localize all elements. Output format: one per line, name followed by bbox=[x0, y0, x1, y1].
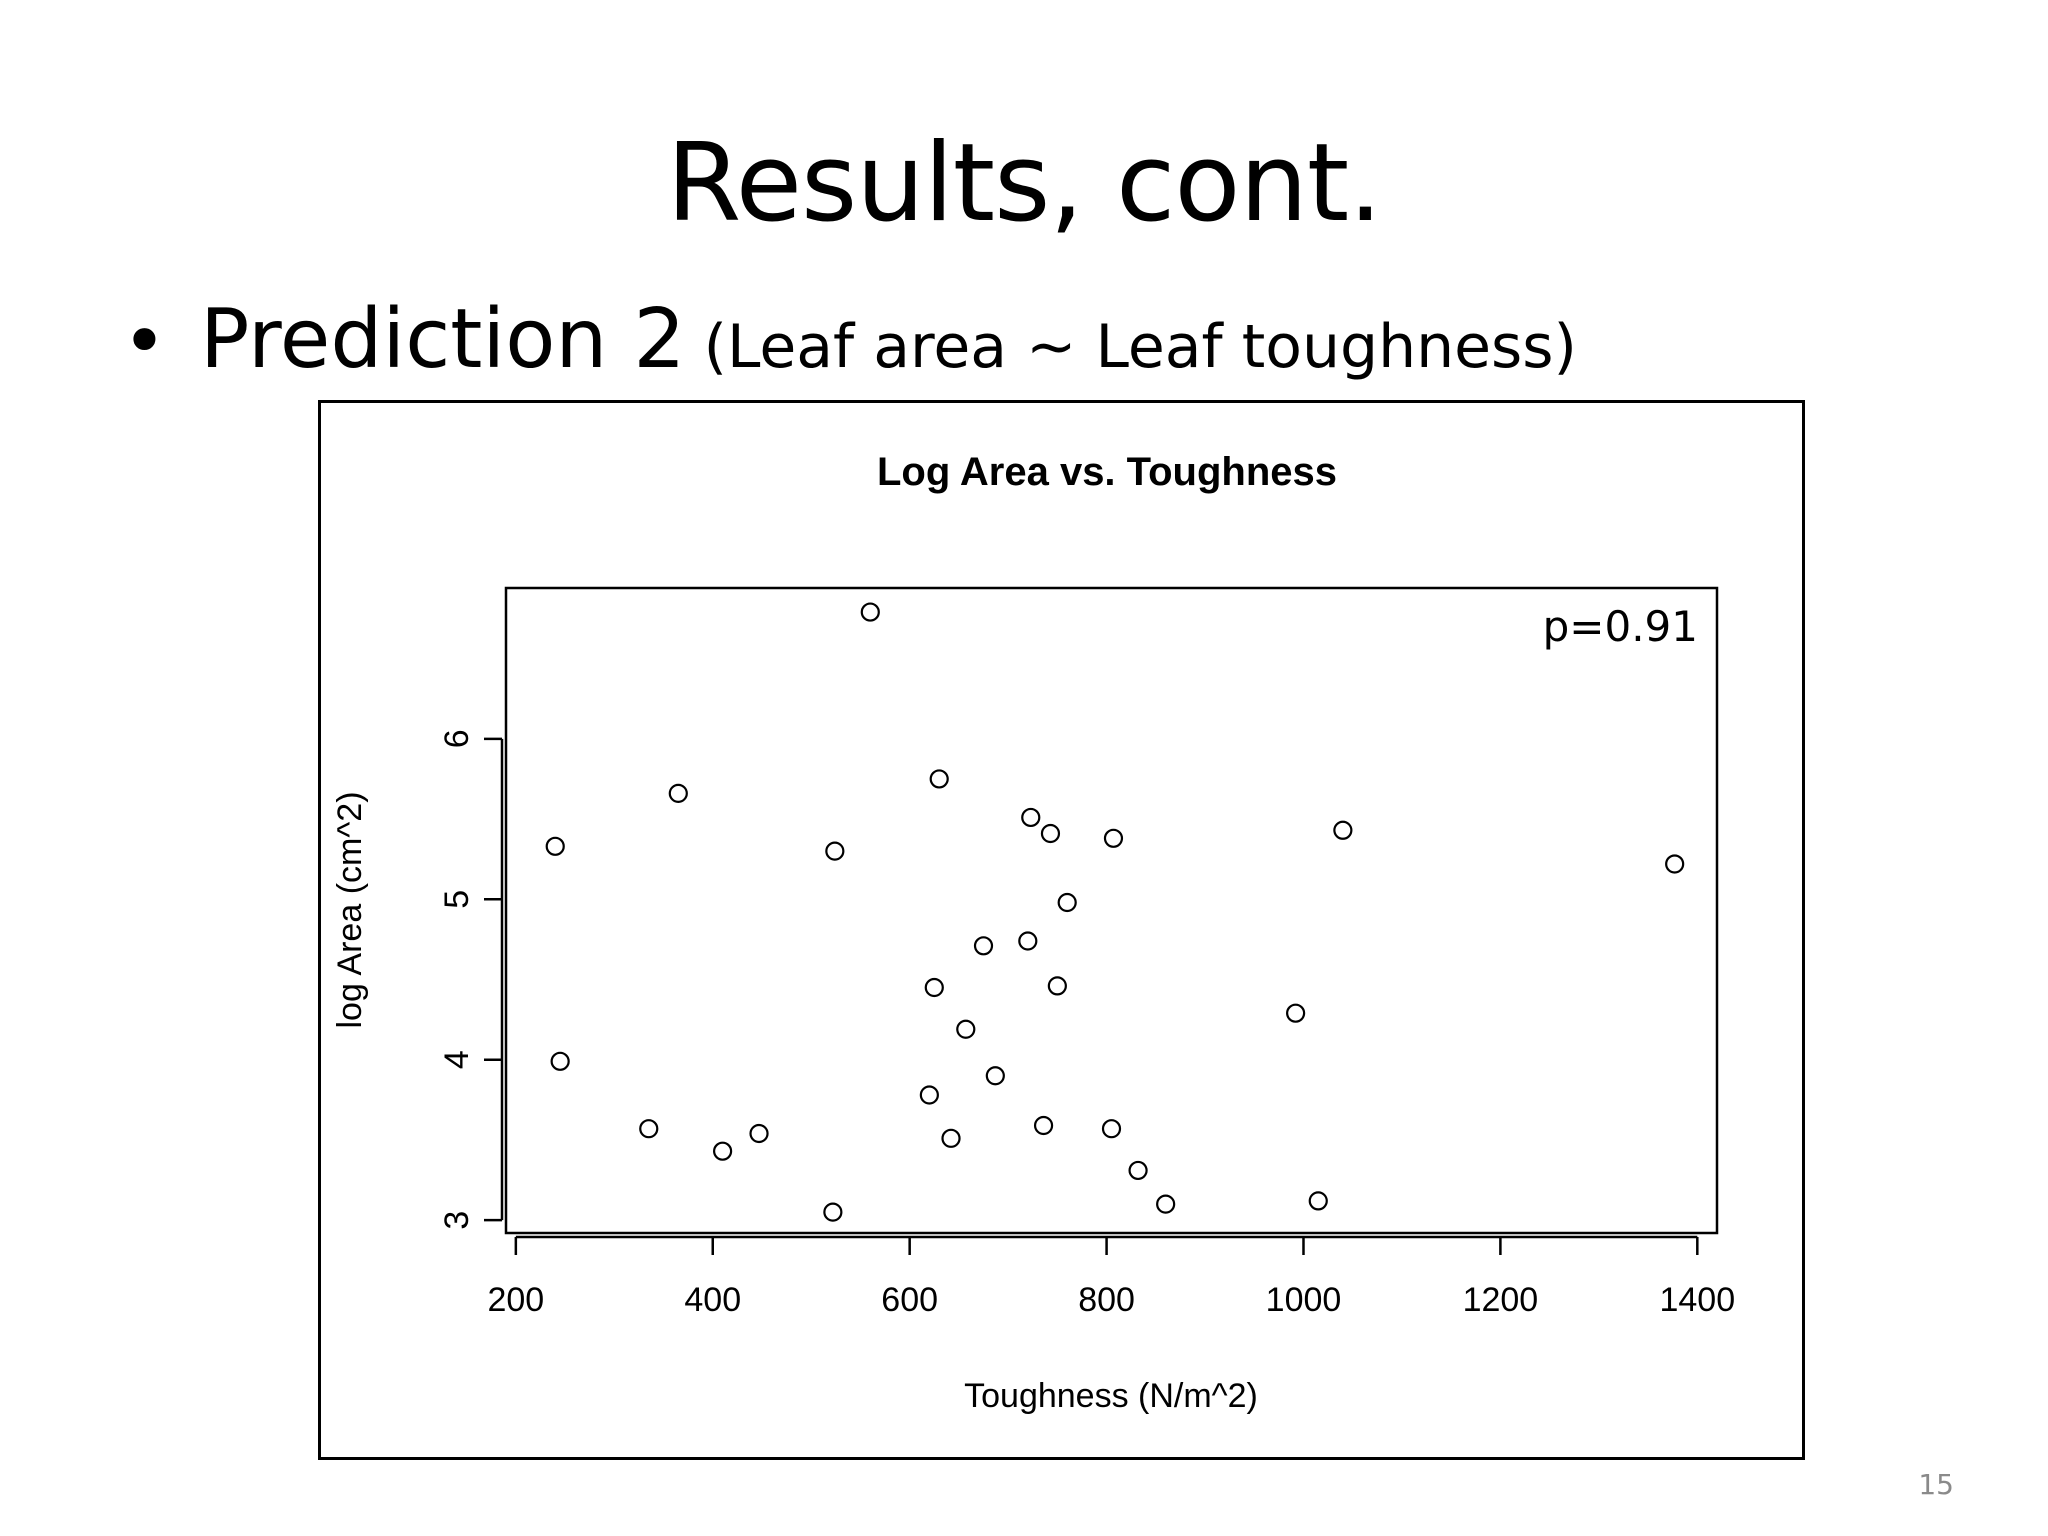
data-point bbox=[985, 1066, 1005, 1086]
y-tick-label: 6 bbox=[438, 729, 476, 748]
data-point bbox=[545, 836, 565, 856]
data-point bbox=[1033, 1115, 1054, 1136]
scatter-chart: Log Area vs. Toughness p=0.91 200 400 600 8… bbox=[331, 450, 1735, 1415]
data-point bbox=[956, 1019, 976, 1039]
x-axis-label: Toughness (N/m^2) bbox=[964, 1377, 1258, 1415]
x-tick-label: 1400 bbox=[1659, 1281, 1735, 1319]
data-points bbox=[545, 602, 1685, 1222]
data-point bbox=[919, 1085, 939, 1105]
chart-frame: Log Area vs. Toughness p=0.91 200 400 600 8… bbox=[318, 400, 1805, 1460]
y-tick-label: 3 bbox=[438, 1211, 476, 1230]
data-point bbox=[639, 1119, 659, 1139]
x-tick-label: 400 bbox=[684, 1281, 741, 1319]
data-point bbox=[823, 1202, 843, 1222]
x-tick-label: 1000 bbox=[1266, 1281, 1342, 1319]
data-point bbox=[1047, 976, 1067, 996]
bullet-item: • Prediction 2 (Leaf area ~ Leaf toughness… bbox=[122, 292, 1922, 387]
data-point bbox=[825, 841, 845, 861]
data-point bbox=[749, 1123, 769, 1144]
data-point bbox=[973, 936, 994, 956]
data-point bbox=[1040, 823, 1061, 844]
data-point bbox=[1156, 1194, 1176, 1214]
data-point bbox=[1103, 828, 1124, 848]
data-point bbox=[941, 1128, 961, 1148]
data-point bbox=[1057, 892, 1077, 913]
data-point bbox=[668, 783, 688, 803]
p-value-annotation: p=0.91 bbox=[1543, 602, 1698, 651]
x-tick-label: 1200 bbox=[1463, 1281, 1539, 1319]
x-tick-label: 800 bbox=[1078, 1281, 1135, 1319]
data-point bbox=[929, 769, 949, 789]
bullet-sub-text: (Leaf area ~ Leaf toughness) bbox=[703, 312, 1577, 382]
data-point bbox=[1128, 1160, 1148, 1181]
bullet-symbol: • bbox=[122, 296, 167, 385]
x-axis: 200 400 600 800 1000 1200 1400 bbox=[487, 1235, 1735, 1319]
data-point bbox=[1308, 1191, 1328, 1211]
data-point bbox=[550, 1051, 570, 1071]
data-point bbox=[1021, 807, 1041, 828]
y-axis-label: log Area (cm^2) bbox=[331, 791, 369, 1028]
y-tick-label: 5 bbox=[438, 890, 476, 909]
x-tick-label: 200 bbox=[487, 1281, 544, 1319]
data-point bbox=[1101, 1119, 1122, 1139]
data-point bbox=[713, 1141, 733, 1161]
chart-title: Log Area vs. Toughness bbox=[877, 450, 1337, 494]
data-point bbox=[924, 977, 944, 998]
data-point bbox=[1286, 1003, 1306, 1023]
x-tick-label: 600 bbox=[881, 1281, 938, 1319]
plot-area bbox=[504, 586, 1719, 1235]
y-axis: 3 4 5 6 bbox=[438, 729, 504, 1230]
data-point bbox=[1333, 820, 1353, 840]
y-tick-label: 4 bbox=[438, 1050, 476, 1069]
page-number: 15 bbox=[1918, 1468, 1954, 1501]
data-point bbox=[1665, 854, 1685, 874]
data-point bbox=[860, 602, 880, 622]
data-point bbox=[1018, 931, 1038, 951]
slide-title: Results, cont. bbox=[666, 121, 1382, 246]
bullet-main-text: Prediction 2 bbox=[200, 292, 686, 387]
